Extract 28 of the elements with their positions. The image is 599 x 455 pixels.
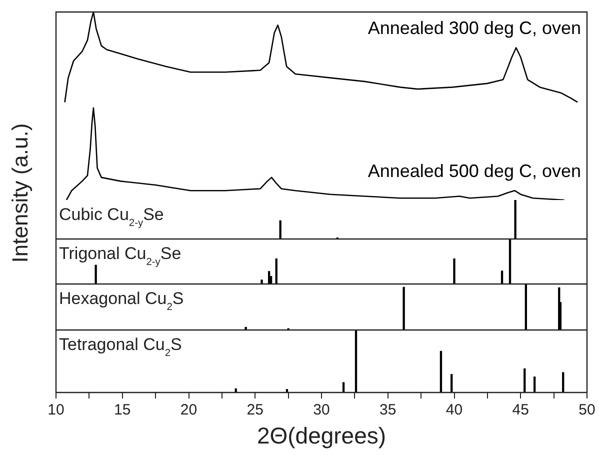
x-tick-label: 15 <box>114 402 131 419</box>
bar <box>342 382 345 392</box>
bar <box>450 374 453 392</box>
x-tick-label: 10 <box>48 402 64 419</box>
x-axis-title: 2Θ(degrees) <box>256 422 386 449</box>
x-tick-label: 45 <box>512 402 529 419</box>
x-tick-label: 40 <box>446 402 463 419</box>
bar <box>402 286 405 330</box>
bar <box>533 376 536 392</box>
x-tick-label: 25 <box>246 402 264 419</box>
x-tick-label: 30 <box>313 402 330 419</box>
series-label: Annealed 500 deg C, oven <box>368 160 581 181</box>
bar <box>562 372 564 392</box>
bar <box>508 239 512 284</box>
bar <box>94 264 97 284</box>
bar <box>354 330 358 392</box>
bar <box>500 270 504 284</box>
bar <box>275 258 278 284</box>
text: Annealed 300 deg C, oven <box>368 18 581 38</box>
bar <box>440 350 442 392</box>
x-tick-label: 35 <box>380 402 396 419</box>
bar <box>524 368 526 392</box>
bar <box>524 284 528 330</box>
bar <box>453 258 456 284</box>
bar <box>260 280 263 284</box>
y-axis-title: Intensity (a.u.) <box>7 123 34 263</box>
x-tick-label: 20 <box>180 402 198 419</box>
x-tick-label: 50 <box>578 402 596 419</box>
